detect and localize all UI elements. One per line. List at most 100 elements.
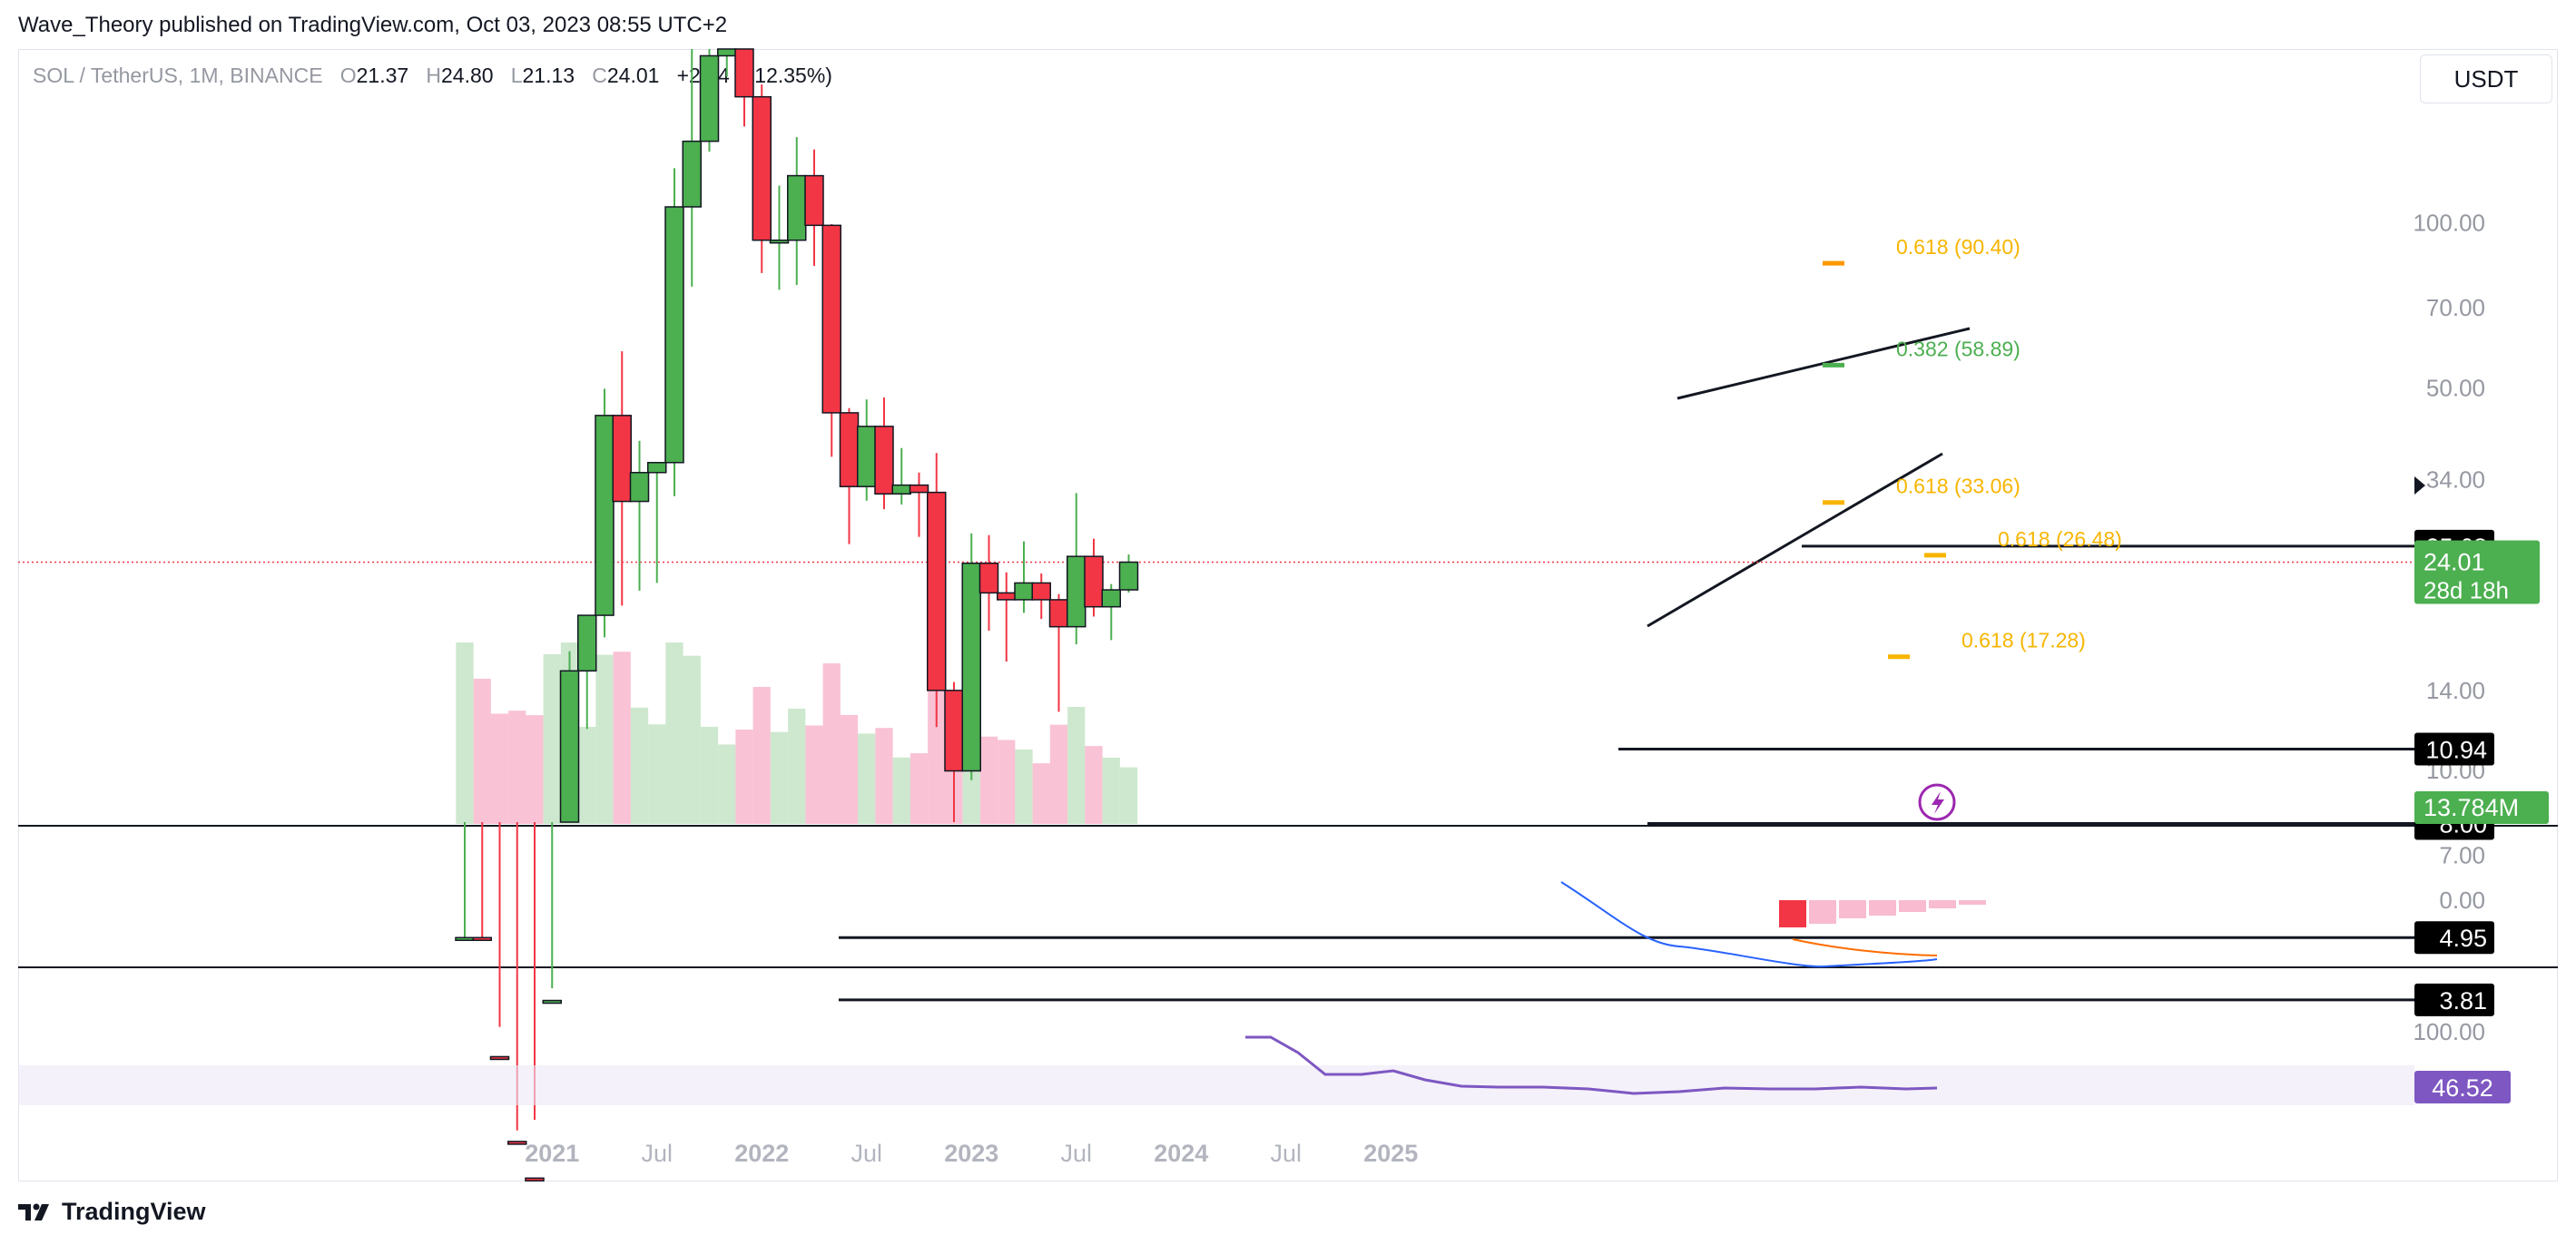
x-tick-label: 2024 [1154, 1140, 1208, 1167]
volume-bar [613, 652, 631, 824]
price-tag-bg [2414, 983, 2494, 1016]
lightning-bolt-icon [1932, 791, 1944, 814]
candle-body [978, 562, 999, 594]
macd-histogram-bar [1899, 900, 1926, 912]
volume-bar [456, 642, 474, 824]
macd-histogram-bar [1809, 900, 1836, 924]
volume-bar [788, 708, 806, 824]
fib-levels: 0.618 (90.40) 0.382 (58.89) 0.618 (33.06) 0… [1823, 235, 2122, 660]
macd-histogram-bar [1959, 900, 1986, 905]
high-value: 24.80 [440, 64, 494, 87]
close-value: 24.01 [606, 64, 660, 87]
macd-signal-line [1792, 938, 1938, 956]
price-tag: 3.81 [2439, 987, 2487, 1015]
volume-bar [648, 724, 666, 824]
volume-bar [490, 713, 509, 824]
footer-brand[interactable]: TradingView [18, 1198, 206, 1226]
fib-label: 0.382 (58.89) [1896, 337, 2020, 360]
volume-bar [735, 729, 753, 824]
candle-body [472, 936, 492, 941]
y-tick-label: 34.00 [2426, 466, 2485, 493]
volume-bar [805, 725, 823, 824]
publish-info: Wave_Theory published on TradingView.com… [18, 13, 728, 37]
candle-body [1067, 555, 1086, 628]
price-tag: 10.94 [2425, 736, 2487, 763]
x-tick-label: Jul [641, 1140, 673, 1167]
candle-body [507, 1141, 527, 1145]
candle-body [944, 690, 964, 772]
macd-axis-label: 0.00 [2439, 887, 2485, 914]
candle-body [647, 462, 667, 474]
volume-bar [858, 733, 876, 824]
rsi-value-bg [2414, 1071, 2511, 1103]
volume-bar [1015, 749, 1033, 824]
candle-body [595, 415, 615, 616]
scroll-arrow-icon [2414, 476, 2425, 495]
fib-label: 0.618 (33.06) [1896, 475, 2020, 498]
rsi-axis-label: 100.00 [2413, 1018, 2485, 1045]
macd-histogram-bar [1779, 900, 1806, 927]
fib-label: 0.618 (17.28) [1961, 629, 2086, 652]
open-value: 21.37 [356, 64, 409, 87]
countdown-tag: 28d 18h [2424, 577, 2509, 604]
candle-body [699, 54, 720, 142]
candle-body [769, 239, 790, 244]
y-tick-label: 14.00 [2426, 677, 2485, 704]
x-tick-label: 2023 [944, 1140, 998, 1167]
volume-bar [875, 728, 893, 824]
volume-bar [508, 711, 526, 824]
volume-bar [665, 642, 683, 824]
x-tick-label: 2022 [734, 1140, 789, 1167]
y-tick-label: 50.00 [2426, 374, 2485, 401]
chart-frame [18, 49, 2558, 1181]
volume-bar [595, 654, 614, 824]
volume-bar [770, 731, 789, 824]
candle-body [804, 174, 824, 227]
fib-label: 0.618 (26.48) [1998, 527, 2122, 551]
macd-histogram-bar [1869, 900, 1896, 916]
macd-pane: 0.00 [1560, 881, 2485, 968]
volume-bar [1049, 724, 1068, 824]
candle-body [1118, 561, 1139, 591]
currency-button[interactable]: USDT [2420, 54, 2552, 103]
high-label: H [426, 64, 441, 87]
candle-body [455, 936, 475, 941]
x-tick-label: 2021 [525, 1140, 579, 1167]
tradingview-logo-icon [18, 1203, 49, 1220]
volume-bar [718, 744, 736, 824]
candle-body [682, 140, 702, 208]
volume-bar [700, 726, 719, 824]
rsi-value-tag: 46.52 [2432, 1074, 2493, 1102]
candlesticks [455, 48, 1139, 1182]
trend-drawings [18, 327, 2414, 1002]
volume-bar [822, 663, 841, 824]
candle-body [629, 472, 650, 503]
rsi-band [18, 1065, 2414, 1105]
candle-body [1031, 582, 1051, 601]
time-axis: 2021 Jul 2022 Jul 2023 Jul 2024 Jul 2025 [525, 1140, 1418, 1167]
volume-bar [1032, 763, 1050, 824]
volume-bar [979, 736, 998, 824]
volume-bar [1102, 757, 1120, 824]
rsi-line [1245, 1035, 1938, 1095]
volume-tag: 13.784M [2424, 794, 2519, 821]
volume-bar [630, 707, 649, 824]
price-tag: 4.95 [2439, 925, 2487, 952]
candle-body [525, 1177, 545, 1182]
pane-separators [18, 825, 2558, 968]
candle-body [612, 415, 632, 503]
candle-body [961, 562, 981, 772]
candle-body [577, 614, 597, 672]
x-tick-label: Jul [1060, 1140, 1092, 1167]
y-tick-label: 100.00 [2413, 210, 2485, 237]
volume-bar [998, 740, 1016, 824]
candle-body [1084, 555, 1104, 608]
close-label: C [592, 64, 607, 87]
symbol-name[interactable]: SOL / TetherUS, 1M, BINANCE [33, 64, 323, 87]
low-label: L [510, 64, 523, 87]
price-tag-bg [2414, 732, 2494, 766]
candle-body [489, 1055, 510, 1061]
volume-bar [473, 678, 491, 824]
candle-body [857, 426, 877, 487]
